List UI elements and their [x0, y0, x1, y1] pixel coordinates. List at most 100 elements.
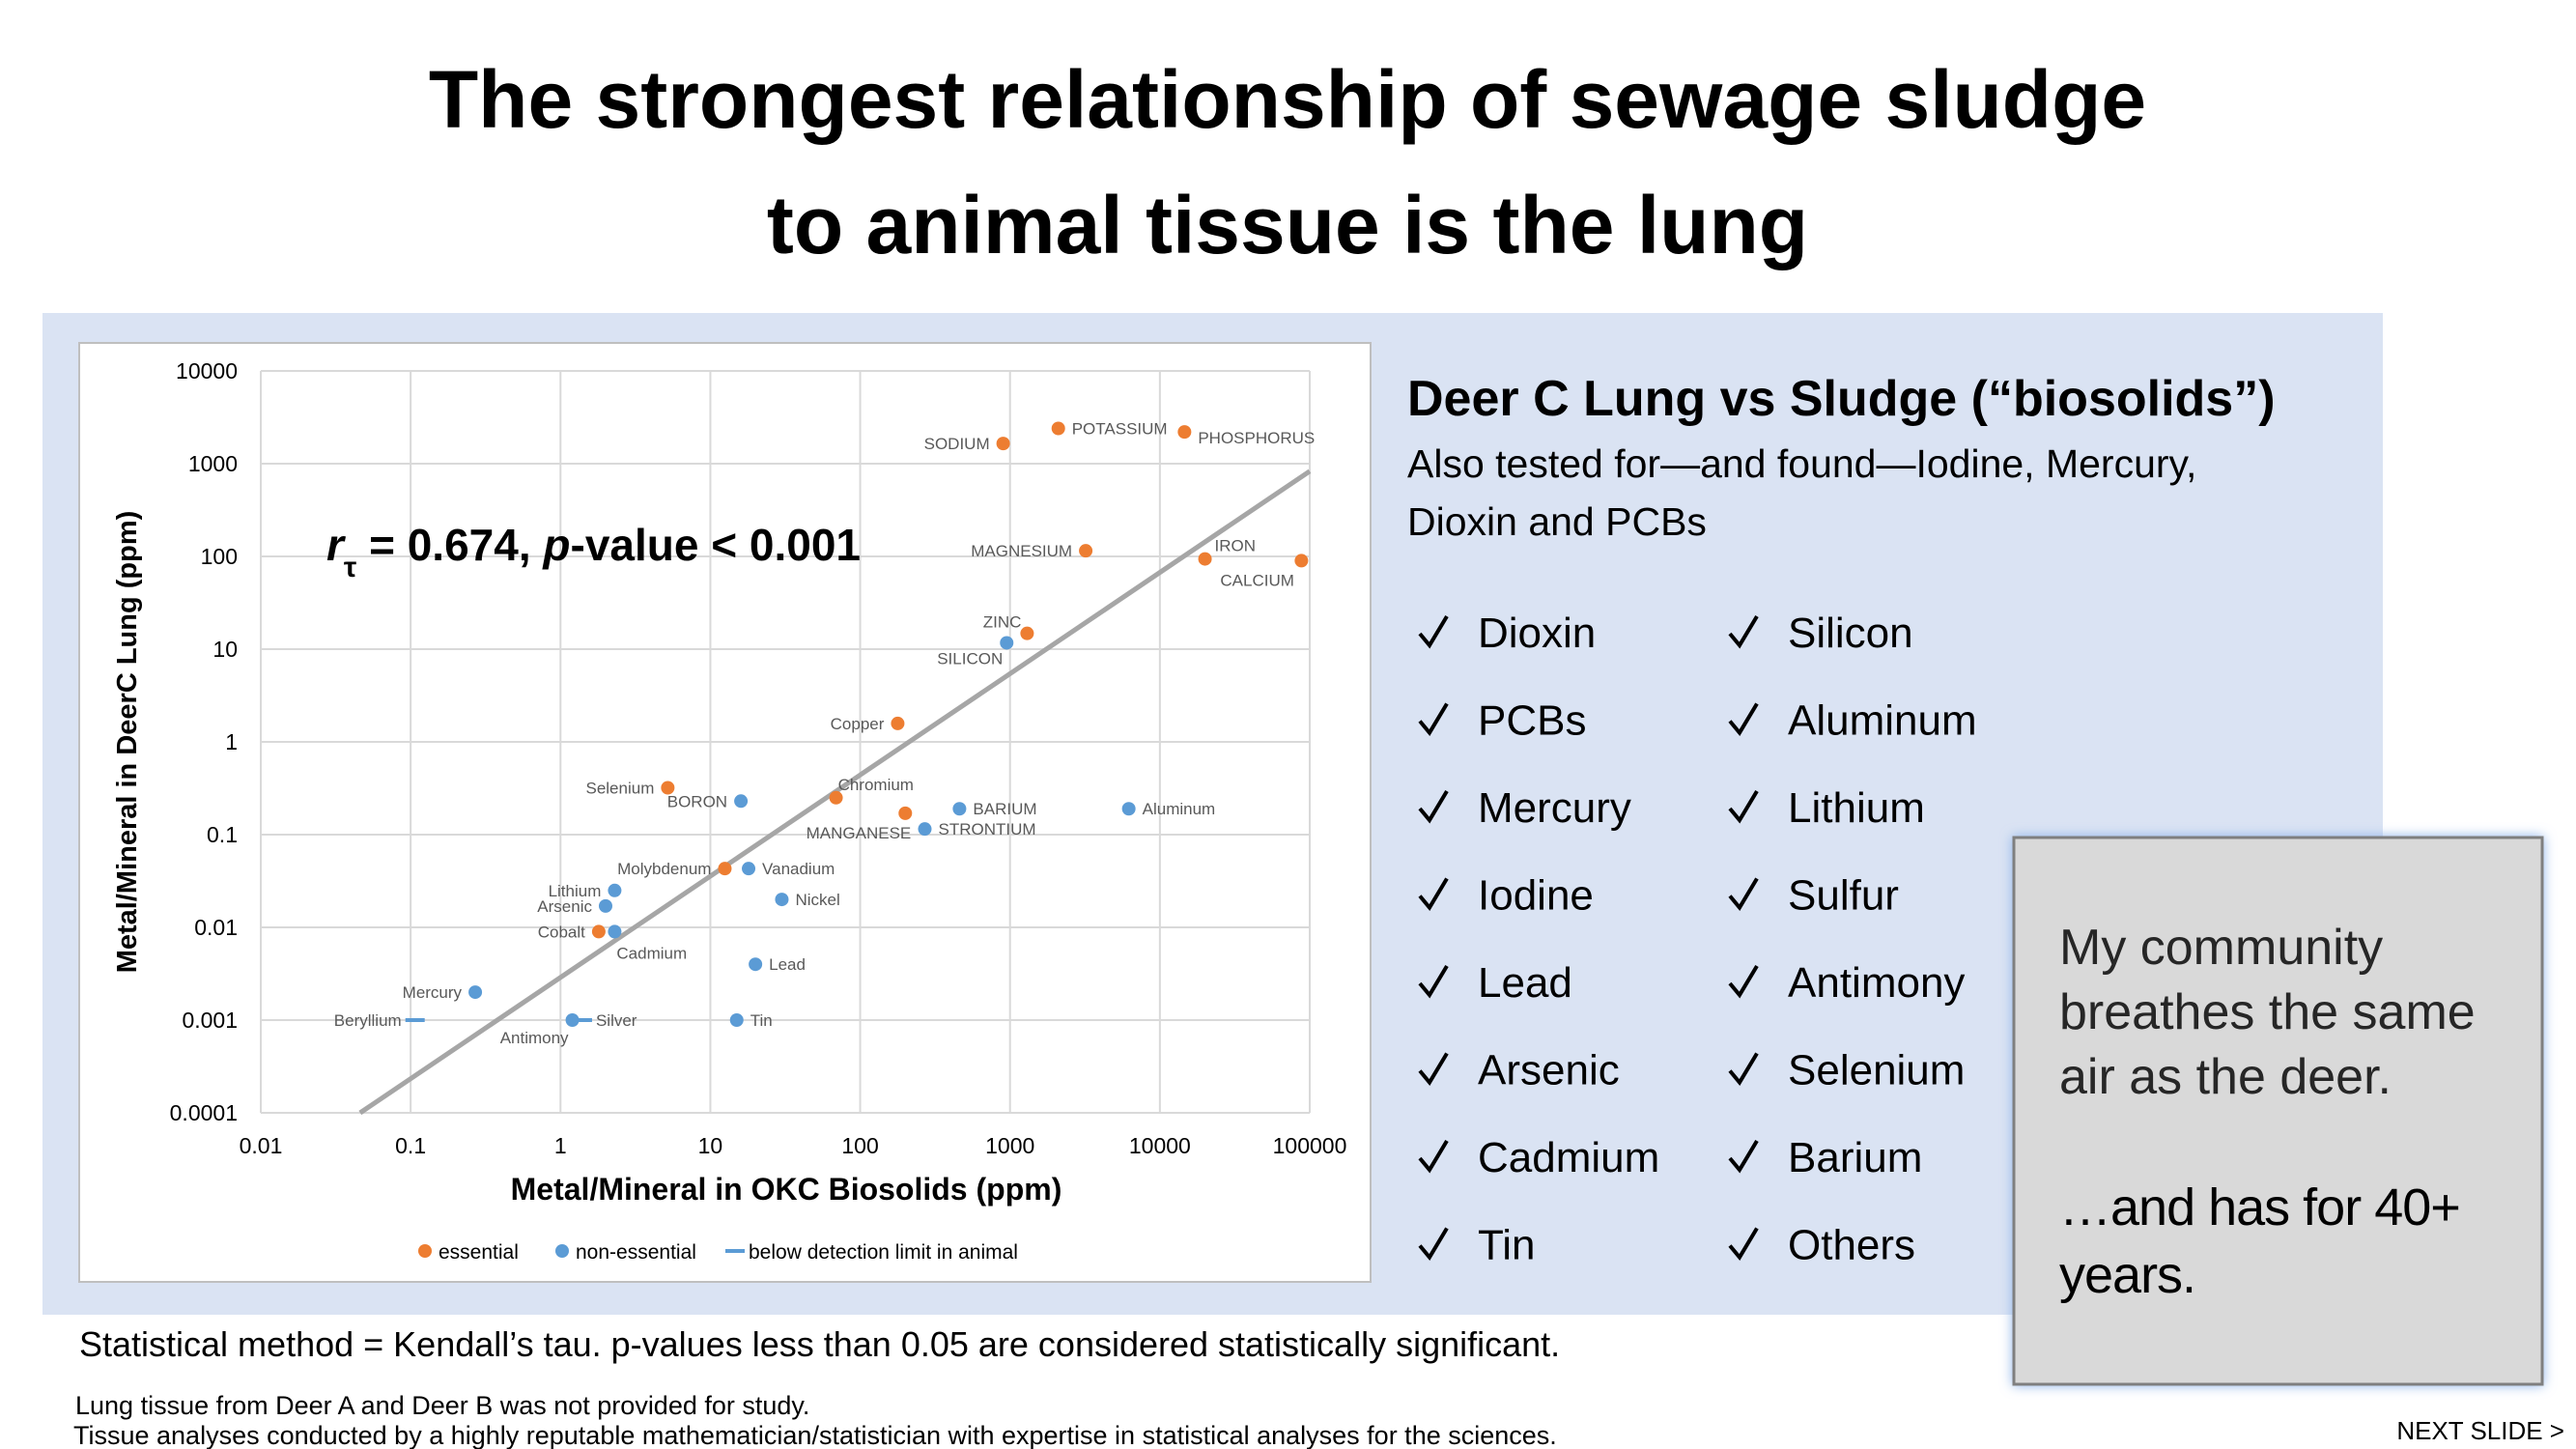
legend-label: non-essential: [576, 1241, 696, 1264]
callout-text: air as the deer.: [2059, 1049, 2392, 1105]
point-label: BARIUM: [973, 800, 1036, 818]
point-label: Aluminum: [1143, 800, 1216, 818]
check-icon: [1728, 877, 1759, 911]
point-label: MAGNESIUM: [971, 542, 1072, 560]
x-axis-title: Metal/Mineral in OKC Biosolids (ppm): [511, 1172, 1062, 1207]
point: [598, 898, 612, 913]
checklist-item: Silicon: [1788, 610, 1913, 657]
point-label: Copper: [831, 715, 885, 733]
point: [1000, 636, 1014, 650]
point: [775, 893, 789, 907]
point-label: STRONTIUM: [938, 820, 1035, 838]
point-label: Mercury: [403, 983, 463, 1002]
checklist-item: Antimony: [1788, 959, 1965, 1007]
slide-title: The strongest relationship of sewage slu…: [429, 54, 2146, 145]
point: [729, 1013, 744, 1027]
next-slide-link[interactable]: NEXT SLIDE >: [2396, 1416, 2564, 1445]
chart-frame: [78, 342, 1372, 1283]
checklist-item: Aluminum: [1788, 697, 1977, 745]
legend-label: below detection limit in animal: [749, 1241, 1018, 1264]
y-tick-label: 0.001: [182, 1008, 238, 1033]
point: [891, 716, 905, 730]
point-label: Cadmium: [616, 944, 687, 962]
check-icon: [1728, 1227, 1759, 1261]
checklist-item: Sulfur: [1788, 872, 1899, 920]
point: [996, 437, 1010, 451]
point: [952, 802, 967, 816]
point: [742, 862, 756, 876]
check-icon: [1418, 702, 1449, 736]
point-label: Chromium: [838, 776, 914, 794]
x-tick-label: 1: [554, 1133, 567, 1158]
point: [898, 806, 913, 820]
y-tick-label: 10000: [176, 358, 238, 384]
point: [468, 985, 483, 1000]
y-axis-title: Metal/Mineral in DeerC Lung (ppm): [112, 511, 143, 974]
y-tick-label: 100: [201, 544, 238, 569]
panel-heading: Deer C Lung vs Sludge (“biosolids”): [1407, 371, 2276, 427]
annotation-part: r: [326, 520, 346, 570]
point-label: Arsenic: [537, 897, 592, 916]
annotation-part: -value < 0.001: [571, 520, 861, 570]
check-icon: [1418, 1052, 1449, 1086]
check-icon: [1728, 964, 1759, 999]
point-label: ZINC: [983, 613, 1022, 632]
point: [608, 883, 622, 897]
y-tick-label: 1000: [188, 451, 238, 476]
point-label: SODIUM: [924, 435, 990, 453]
legend-marker: [418, 1244, 432, 1258]
x-tick-label: 1000: [985, 1133, 1034, 1158]
point: [718, 862, 732, 876]
x-tick-label: 100000: [1273, 1133, 1347, 1158]
y-tick-label: 0.1: [207, 822, 238, 847]
point-label: Antimony: [500, 1029, 569, 1047]
check-icon: [1728, 1052, 1759, 1086]
method-note: Statistical method = Kendall’s tau. p-va…: [79, 1324, 1560, 1364]
checklist-item: PCBs: [1478, 697, 1586, 745]
callout-emphasis: …and has for 40+: [2059, 1179, 2460, 1236]
point-label: Nickel: [795, 891, 839, 909]
checklist-item: Cadmium: [1478, 1134, 1659, 1181]
checklist-item: Lead: [1478, 959, 1572, 1007]
check-icon: [1418, 877, 1449, 911]
content: The strongest relationship of sewage slu…: [73, 54, 2564, 1449]
legend-label: essential: [439, 1241, 519, 1264]
point-label: Lead: [769, 955, 806, 974]
check-icon: [1418, 789, 1449, 824]
check-icon: [1728, 789, 1759, 824]
point-label: IRON: [1215, 537, 1257, 555]
point: [1121, 802, 1136, 816]
point-label: BORON: [667, 792, 727, 810]
stat-annotation: rτ = 0.674, p-value < 0.001: [326, 520, 861, 583]
point-label: Silver: [596, 1011, 637, 1030]
point: [565, 1013, 580, 1027]
x-tick-label: 10000: [1129, 1133, 1191, 1158]
point: [749, 957, 763, 972]
checklist-item: Others: [1788, 1222, 1915, 1269]
check-icon: [1728, 614, 1759, 649]
point-label: Lithium: [549, 882, 602, 900]
x-tick-label: 0.1: [395, 1133, 426, 1158]
x-tick-label: 100: [841, 1133, 878, 1158]
checklist-item: Barium: [1788, 1134, 1922, 1181]
callout-text: My community: [2059, 920, 2383, 976]
callout-box: [2012, 836, 2544, 1386]
point: [591, 924, 606, 939]
y-tick-label: 10: [212, 637, 238, 662]
panel-subtitle: Also tested for—and found—Iodine, Mercur…: [1407, 441, 2196, 486]
check-icon: [1418, 964, 1449, 999]
point-label: PHOSPHORUS: [1198, 429, 1315, 447]
check-icon: [1728, 1139, 1759, 1174]
point-label: CALCIUM: [1220, 571, 1294, 589]
callout-text: breathes the same: [2059, 984, 2476, 1040]
checklist-item: Selenium: [1788, 1047, 1965, 1094]
check-icon: [1418, 1139, 1449, 1174]
point: [918, 822, 932, 837]
point: [1051, 421, 1065, 436]
point: [608, 924, 622, 939]
annotation-part: τ: [344, 552, 356, 583]
point: [1177, 425, 1192, 440]
checklist-item: Arsenic: [1478, 1047, 1620, 1094]
footnote: Lung tissue from Deer A and Deer B was n…: [75, 1391, 809, 1420]
